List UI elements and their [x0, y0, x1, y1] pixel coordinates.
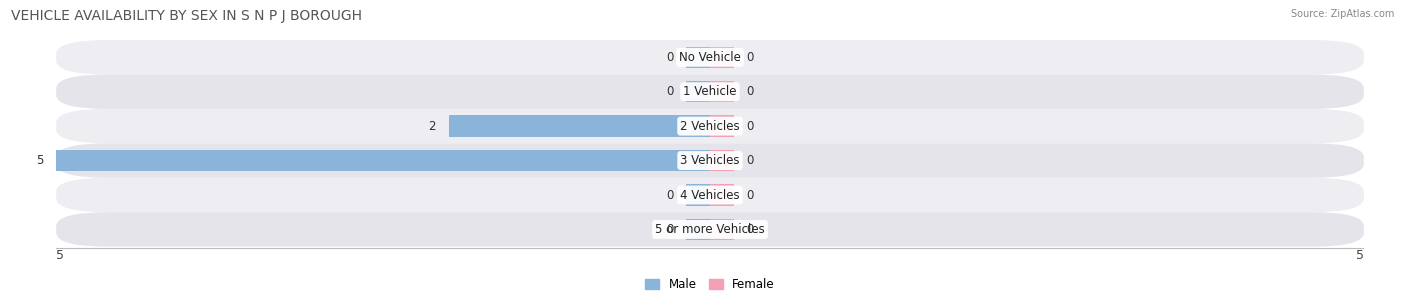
- Bar: [56, 150, 710, 171]
- FancyBboxPatch shape: [56, 143, 1364, 178]
- Text: 0: 0: [666, 188, 673, 202]
- Bar: [710, 47, 734, 68]
- Text: 0: 0: [747, 188, 754, 202]
- FancyBboxPatch shape: [56, 178, 1364, 212]
- Text: 5: 5: [56, 249, 65, 262]
- Text: 5 or more Vehicles: 5 or more Vehicles: [655, 223, 765, 236]
- FancyBboxPatch shape: [56, 74, 1364, 109]
- Text: 2 Vehicles: 2 Vehicles: [681, 120, 740, 133]
- Bar: [710, 150, 734, 171]
- Text: 4 Vehicles: 4 Vehicles: [681, 188, 740, 202]
- Text: 3 Vehicles: 3 Vehicles: [681, 154, 740, 167]
- FancyBboxPatch shape: [56, 109, 1364, 143]
- Bar: [710, 184, 734, 206]
- Text: Source: ZipAtlas.com: Source: ZipAtlas.com: [1291, 9, 1395, 19]
- Text: No Vehicle: No Vehicle: [679, 51, 741, 64]
- Text: 0: 0: [666, 51, 673, 64]
- Bar: [710, 81, 734, 102]
- Text: 0: 0: [747, 120, 754, 133]
- Bar: [686, 81, 710, 102]
- Legend: Male, Female: Male, Female: [645, 278, 775, 291]
- FancyBboxPatch shape: [56, 40, 1364, 74]
- Bar: [686, 184, 710, 206]
- Bar: [710, 219, 734, 240]
- Text: 1 Vehicle: 1 Vehicle: [683, 85, 737, 98]
- Bar: [686, 219, 710, 240]
- Text: VEHICLE AVAILABILITY BY SEX IN S N P J BOROUGH: VEHICLE AVAILABILITY BY SEX IN S N P J B…: [11, 9, 363, 23]
- Text: 5: 5: [35, 154, 44, 167]
- Bar: [449, 116, 710, 137]
- Text: 0: 0: [747, 154, 754, 167]
- FancyBboxPatch shape: [56, 212, 1364, 247]
- Bar: [686, 47, 710, 68]
- Bar: [710, 116, 734, 137]
- Text: 0: 0: [666, 223, 673, 236]
- Text: 5: 5: [1355, 249, 1364, 262]
- Text: 0: 0: [747, 51, 754, 64]
- Text: 2: 2: [427, 120, 436, 133]
- Text: 0: 0: [747, 85, 754, 98]
- Text: 0: 0: [666, 85, 673, 98]
- Text: 0: 0: [747, 223, 754, 236]
